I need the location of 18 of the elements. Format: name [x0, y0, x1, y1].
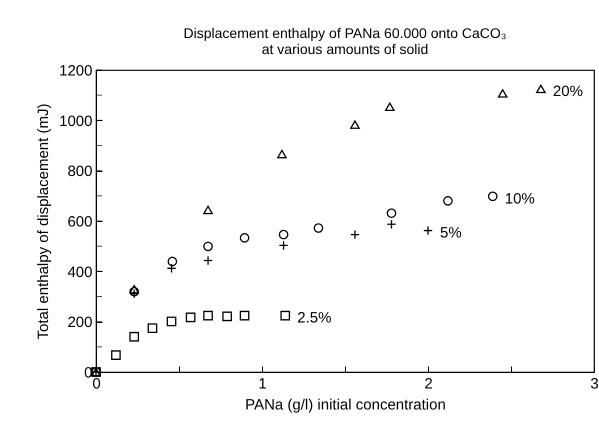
- x-tick-label: 2: [424, 376, 433, 392]
- y-tick-label: 800: [67, 163, 92, 180]
- series-label: 20%: [552, 82, 583, 100]
- y-tick-label: 600: [67, 214, 92, 230]
- x-axis-title: PANa (g/l) initial concentration: [245, 396, 446, 414]
- x-tick-label: 3: [590, 376, 599, 392]
- y-tick-label: 1200: [59, 62, 92, 80]
- text: at various amounts of solid: [262, 41, 428, 57]
- y-tick-label: 200: [67, 314, 92, 332]
- text: Displacement enthalpy of PANa 60.000 onto CaCO₃: [184, 25, 506, 41]
- series-label: 2.5%: [297, 310, 332, 327]
- y-tick-label: 400: [67, 264, 92, 281]
- y-tick-label: 1000: [59, 112, 92, 130]
- y-tick-label: 0: [84, 364, 92, 382]
- series-label: 10%: [504, 190, 535, 208]
- y-axis-title: Total enthalpy of displacement (mJ): [35, 104, 52, 340]
- x-tick-label: 1: [258, 376, 267, 392]
- series-label: 5%: [440, 224, 462, 242]
